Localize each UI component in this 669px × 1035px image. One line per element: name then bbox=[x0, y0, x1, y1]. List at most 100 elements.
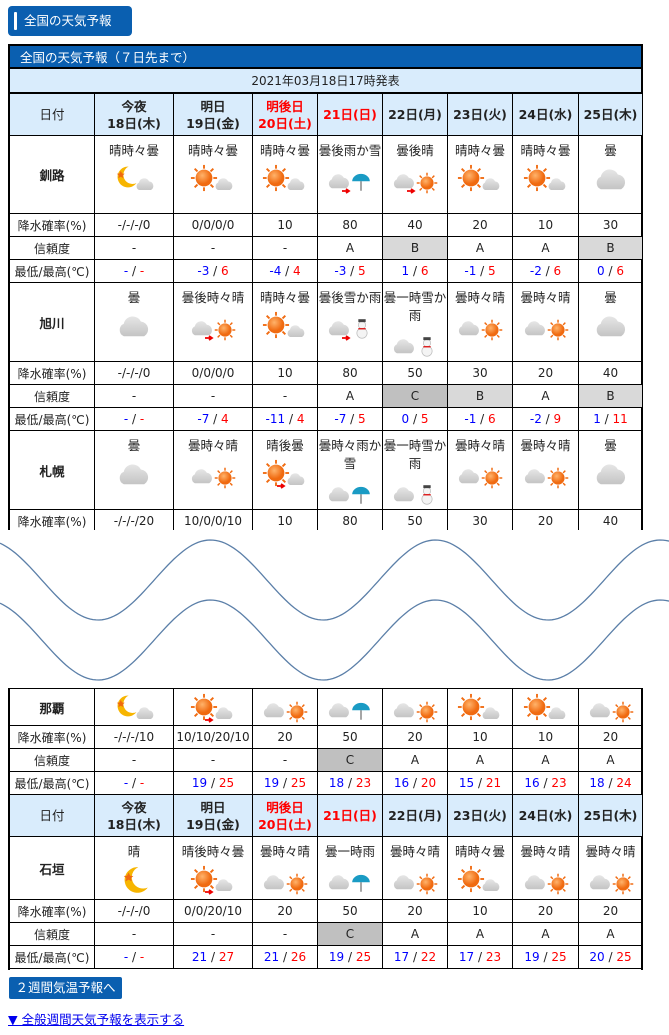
precip-value: 20 bbox=[252, 899, 318, 923]
min-temp: 17 bbox=[458, 950, 475, 964]
reliability-value: - bbox=[94, 922, 174, 946]
min-temp: 19 bbox=[263, 776, 280, 790]
weather-text: 曇後晴 bbox=[396, 143, 434, 158]
weather-row: 札幌曇曇時々晴 晴後曇 曇時々雨か雪 曇一時雪か雨 曇時々晴 曇時々晴曇 bbox=[9, 430, 643, 510]
sun-icon bbox=[611, 873, 634, 895]
cloud-icon bbox=[263, 875, 284, 890]
max-temp: 6 bbox=[616, 264, 624, 278]
cloud-icon bbox=[287, 325, 305, 337]
then-arrow-icon bbox=[205, 335, 214, 341]
temperature-value: 16 / 20 bbox=[382, 771, 448, 795]
temperature-value: -3 / 5 bbox=[317, 259, 383, 283]
day-date: 23日(火) bbox=[453, 107, 507, 122]
sun-icon bbox=[262, 459, 290, 487]
min-temp: -3 bbox=[334, 264, 347, 278]
reliability-value: A bbox=[512, 236, 579, 260]
sun-icon bbox=[214, 319, 236, 341]
weather-cell bbox=[382, 688, 448, 726]
precip-row: 降水確率(%) -/-/-/0 0/0/20/10 20 50 20 10 20 20 bbox=[9, 899, 643, 923]
cloud-icon bbox=[136, 178, 154, 190]
sun-icon bbox=[481, 467, 503, 489]
reliability-label: 信頼度 bbox=[9, 748, 95, 772]
temperature-label: 最低/最高(℃) bbox=[9, 407, 95, 431]
reliability-value: - bbox=[173, 384, 253, 408]
weather-cell bbox=[317, 688, 383, 726]
then-arrow-icon bbox=[342, 335, 351, 341]
weather-icon bbox=[596, 316, 625, 337]
date-label: 日付 bbox=[9, 794, 95, 837]
two-week-temperature-button[interactable]: ２週間気温予報へ bbox=[9, 977, 122, 999]
national-forecast-header-button[interactable]: 全国の天気予報 bbox=[8, 6, 132, 36]
precip-value: -/-/-/0 bbox=[94, 361, 174, 385]
reliability-value: C bbox=[317, 922, 383, 946]
weather-cell: 晴時々曇 bbox=[512, 135, 579, 214]
weather-text: 曇時々晴 bbox=[389, 844, 440, 859]
weather-text: 曇 bbox=[604, 438, 617, 453]
cloud-icon bbox=[596, 169, 625, 190]
cloud-icon bbox=[328, 487, 349, 502]
weather-cell bbox=[94, 688, 174, 726]
temperature-value: -4 / 4 bbox=[252, 259, 318, 283]
temperature-value: 1 / 6 bbox=[382, 259, 448, 283]
precip-value: 0/0/0/0 bbox=[173, 213, 253, 237]
reliability-value: - bbox=[94, 384, 174, 408]
weather-text: 曇後雨か雪 bbox=[318, 143, 382, 158]
general-weekly-forecast-link[interactable]: ▼ 全般週間天気予報を表示する bbox=[8, 1012, 185, 1027]
temperature-value: 18 / 23 bbox=[317, 771, 383, 795]
day-date: 19日(金) bbox=[186, 816, 240, 832]
max-temp: - bbox=[139, 412, 145, 426]
weather-text: 曇時々晴 bbox=[454, 438, 505, 453]
precip-value: 20 bbox=[578, 899, 643, 923]
page-break-wave bbox=[0, 530, 669, 688]
weather-icon bbox=[524, 873, 569, 895]
temperature-value: - / - bbox=[94, 259, 174, 283]
temperature-label: 最低/最高(℃) bbox=[9, 259, 95, 283]
sun-icon bbox=[546, 319, 569, 341]
weather-cell: 曇一時雪か雨 bbox=[382, 430, 448, 510]
cloud-icon bbox=[328, 174, 349, 189]
weather-cell bbox=[578, 688, 643, 726]
reliability-value: A bbox=[512, 384, 579, 408]
min-temp: -7 bbox=[334, 412, 347, 426]
umbrella-icon bbox=[351, 486, 371, 505]
sun-icon bbox=[522, 164, 551, 192]
reliability-label: 信頼度 bbox=[9, 236, 95, 260]
cloud-icon bbox=[589, 875, 610, 890]
weather-icon bbox=[328, 173, 371, 194]
day-header: 25日(木) bbox=[578, 93, 643, 136]
min-temp: -3 bbox=[197, 264, 210, 278]
weather-text: 曇 bbox=[127, 438, 141, 453]
temperature-value: 15 / 21 bbox=[447, 771, 513, 795]
min-temp: - bbox=[123, 950, 129, 964]
precip-row: 降水確率(%) -/-/-/10 10/10/20/10 20 50 20 10 10 20 bbox=[9, 725, 643, 749]
weather-icon bbox=[328, 486, 371, 505]
temperature-value: -1 / 5 bbox=[447, 259, 513, 283]
station-name: 札幌 bbox=[9, 430, 95, 510]
weather-icon bbox=[393, 701, 438, 723]
weather-text: 曇一時雪か雨 bbox=[383, 438, 447, 471]
day-relative: 今夜 bbox=[121, 799, 147, 815]
cloud-icon bbox=[136, 707, 154, 719]
reliability-value: - bbox=[173, 236, 253, 260]
weather-icon bbox=[393, 336, 433, 357]
sun-icon bbox=[214, 467, 236, 489]
weather-cell: 曇時々晴 bbox=[173, 430, 253, 510]
cloud-icon bbox=[119, 464, 149, 485]
max-temp: 4 bbox=[296, 412, 305, 426]
weather-icon bbox=[262, 459, 305, 489]
moon-icon bbox=[123, 867, 148, 893]
reliability-value: A bbox=[578, 748, 643, 772]
max-temp: 5 bbox=[358, 412, 366, 426]
snowman-icon bbox=[356, 318, 368, 339]
weather-icon bbox=[458, 467, 503, 489]
precip-value: 40 bbox=[578, 509, 643, 533]
cloud-icon bbox=[589, 703, 610, 718]
reliability-label: 信頼度 bbox=[9, 922, 95, 946]
temperature-row: 最低/最高(℃) - / -21 / 27 21 / 26 19 / 25 17 / 2… bbox=[9, 945, 643, 969]
weather-cell: 曇時々晴 bbox=[252, 836, 318, 900]
precip-value: 10 bbox=[512, 213, 579, 237]
min-temp: -2 bbox=[529, 412, 542, 426]
min-temp: -11 bbox=[265, 412, 286, 426]
weather-icon bbox=[457, 865, 500, 893]
weather-icon bbox=[119, 464, 149, 485]
